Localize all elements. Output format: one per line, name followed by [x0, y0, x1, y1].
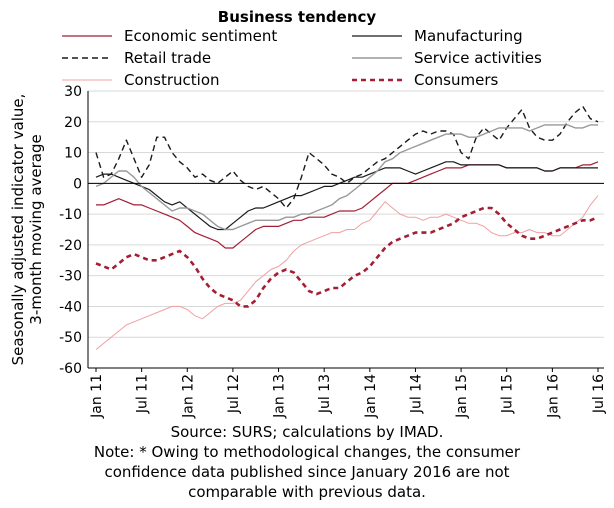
y-axis-label: Seasonally adjusted indicator value, 3-mo… [9, 94, 45, 366]
x-tick-label: Jan 16 [545, 374, 561, 419]
legend-label: Construction [124, 71, 220, 89]
y-axis-label-line: 3-month moving average [27, 134, 45, 324]
series-line-retail-trade [95, 105, 599, 209]
series-line-construction [95, 195, 599, 350]
y-tick-label: -50 [59, 330, 82, 346]
series-lines [95, 105, 599, 350]
chart-title: Business tendency [218, 8, 377, 26]
x-tick-label: Jul 12 [226, 374, 242, 414]
y-tick-label: -40 [59, 299, 82, 315]
y-tick-label: -20 [59, 238, 82, 254]
axes [87, 91, 604, 369]
y-tick-label: -30 [59, 269, 82, 285]
x-tick-label: Jul 13 [317, 374, 333, 414]
legend-label: Consumers [414, 71, 498, 89]
x-tick-label: Jan 11 [89, 374, 105, 419]
legend-label: Retail trade [124, 49, 211, 67]
x-tick-label: Jan 12 [180, 374, 196, 419]
series-line-service-activities [95, 124, 598, 231]
y-tick-label: -60 [59, 361, 82, 377]
y-tick-label: 0 [73, 176, 82, 192]
note-line: comparable with previous data. [188, 483, 426, 501]
x-tick-label: Jul 15 [500, 374, 516, 414]
x-tick-labels: Jan 11 Jul 11 Jan 12 Jul 12 Jan 13 Jul 13 Jan … [89, 368, 607, 419]
chart-legend: Economic sentiment Manufacturing Retail tr… [62, 27, 542, 89]
source-line: Source: SURS; calculations by IMAD. [170, 423, 444, 441]
source-note: Source: SURS; calculations by IMAD. Note… [0, 422, 614, 502]
y-tick-label: 30 [64, 84, 82, 100]
x-tick-label: Jul 11 [135, 374, 151, 414]
note-line: Note: * Owing to methodological changes,… [93, 443, 521, 461]
y-tick-label: -10 [59, 207, 82, 223]
business-tendency-chart: Business tendency Economic sentiment Manu… [9, 8, 607, 419]
y-axis-label-line: Seasonally adjusted indicator value, [9, 94, 27, 366]
legend-label: Service activities [414, 49, 542, 67]
x-tick-label: Jan 14 [363, 374, 379, 419]
legend-label: Economic sentiment [124, 27, 277, 45]
y-tick-label: 20 [64, 115, 82, 131]
x-tick-label: Jan 15 [454, 374, 470, 419]
x-tick-label: Jan 13 [272, 374, 288, 419]
x-tick-label: Jul 14 [408, 374, 424, 414]
y-tick-label: 10 [64, 146, 82, 162]
series-line-manufacturing [95, 161, 598, 231]
series-line-consumers [95, 206, 599, 308]
y-tick-labels: -60 -50 -40 -30 -20 -10 0 10 20 30 [59, 84, 82, 377]
x-tick-label: Jul 16 [591, 374, 607, 414]
legend-label: Manufacturing [414, 27, 523, 45]
note-line: confidence data published since January … [104, 463, 510, 481]
